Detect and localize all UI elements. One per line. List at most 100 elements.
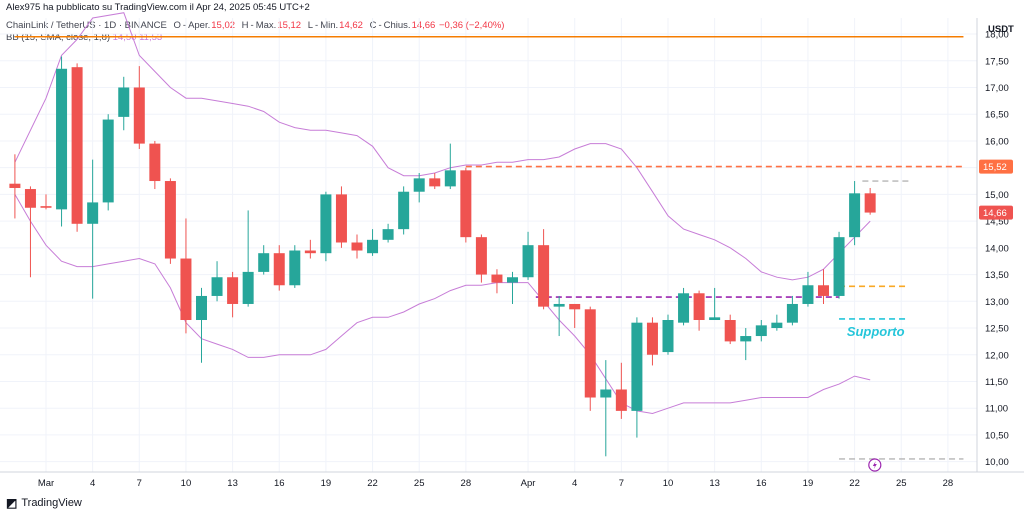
candle-body [164, 181, 176, 259]
candle [864, 187, 876, 215]
ohlc-close-text: Chius. [383, 20, 411, 31]
candle [507, 271, 518, 304]
candle [398, 186, 410, 235]
time-tick-label: 25 [414, 478, 425, 489]
candle [289, 245, 301, 288]
indicator-label: BB (15, SMA, close, 1,8) [6, 32, 111, 43]
candle [118, 76, 130, 131]
ohlc-low-text: Min. [320, 20, 339, 31]
candle [678, 287, 690, 326]
time-tick-label: 25 [896, 478, 907, 489]
price-tick-label: 13,50 [985, 270, 1009, 281]
publisher-line: Alex975 ha pubblicato su TradingView.com… [6, 2, 310, 13]
time-axis: Mar 4 7 10 13 16 19 22 25 28 Apr 4 7 10 13 16 19 22 25 28 [0, 471, 1024, 489]
time-tick-label: 13 [709, 478, 720, 489]
candle [475, 234, 487, 283]
candle-body [227, 277, 239, 304]
candle [600, 360, 612, 457]
candle [227, 271, 239, 318]
candle [724, 314, 736, 345]
candle [491, 269, 503, 294]
candle-body [133, 87, 145, 144]
symbol-label[interactable]: ChainLink / TetherUS · 1D · BINANCE [6, 20, 167, 31]
candle [444, 143, 456, 190]
candle-body [771, 322, 783, 329]
candle-body [258, 253, 270, 272]
candle-body [413, 178, 425, 192]
candle [40, 194, 52, 210]
grid [0, 18, 977, 472]
candle-body [196, 295, 207, 321]
candle [646, 317, 658, 366]
candle [786, 295, 798, 326]
candle-body [382, 229, 394, 240]
price-axis-bg [977, 18, 1024, 472]
candle-body [615, 389, 627, 411]
price-tick-label: 17,00 [985, 83, 1009, 94]
time-tick-label: 22 [367, 478, 378, 489]
ohlc-open: 15,02 [211, 20, 236, 31]
candle [662, 314, 674, 355]
time-tick-label: Mar [38, 478, 54, 489]
candle-body [538, 245, 550, 307]
candle-body [429, 178, 441, 187]
support-annotation: Supporto [847, 324, 905, 339]
candle [164, 178, 176, 264]
candle [9, 154, 21, 219]
candle [71, 63, 83, 232]
time-tick-label: 19 [803, 478, 814, 489]
price-tick-label: 13,00 [985, 297, 1009, 308]
candle-body [475, 237, 487, 275]
candle [382, 223, 394, 243]
candle-body [71, 67, 83, 224]
candle [833, 231, 845, 299]
candle-body [211, 277, 223, 296]
bollinger-bands [14, 12, 871, 415]
candle-body [87, 202, 99, 224]
price-label: 15,52 [983, 162, 1007, 173]
time-tick-label: 10 [663, 478, 674, 489]
price-tick-label: 18,00 [985, 30, 1009, 41]
candles [9, 56, 876, 457]
candle [631, 317, 643, 438]
candle-body [444, 170, 456, 187]
candle [849, 181, 861, 246]
candle-body [569, 303, 581, 310]
ohlc-low: 14,62 [339, 20, 363, 31]
candle [584, 306, 596, 411]
candle-body [584, 309, 596, 398]
ohlc-high-text: Max. [255, 20, 277, 31]
candle-body [149, 143, 161, 182]
time-tick-label: 19 [321, 478, 332, 489]
time-tick-label: 4 [90, 478, 95, 489]
candle-body [102, 119, 114, 203]
candle-body [849, 193, 861, 238]
candle [569, 303, 581, 329]
candle [133, 66, 145, 149]
candle-body [864, 193, 876, 213]
candle-body [600, 389, 612, 398]
candle-body [786, 303, 798, 323]
footer: ◩ TradingView [6, 496, 82, 510]
candle [335, 186, 347, 248]
candle-body [367, 239, 379, 254]
tradingview-logo-icon: ◩ [6, 496, 18, 510]
candle [102, 114, 114, 211]
indicator-upper-value: 14,50 [112, 32, 137, 43]
candle-body [40, 206, 52, 208]
candle-body [678, 293, 690, 323]
time-tick-label: 16 [274, 478, 285, 489]
candle [304, 239, 316, 259]
time-tick-label: 7 [137, 478, 142, 489]
price-label-bg [979, 205, 1013, 220]
time-tick-label: 16 [756, 478, 767, 489]
price-tick-label: 14,50 [985, 217, 1009, 228]
indicator-line[interactable]: BB (15, SMA, close, 1,8) 14,50 11,53 [6, 32, 162, 43]
price-tick-label: 12,50 [985, 324, 1009, 335]
price-tick-label: 12,00 [985, 350, 1009, 361]
tradingview-brand: TradingView [21, 497, 82, 509]
candle [242, 210, 254, 307]
time-tick-label: 4 [572, 478, 577, 489]
candle-body [320, 194, 332, 254]
